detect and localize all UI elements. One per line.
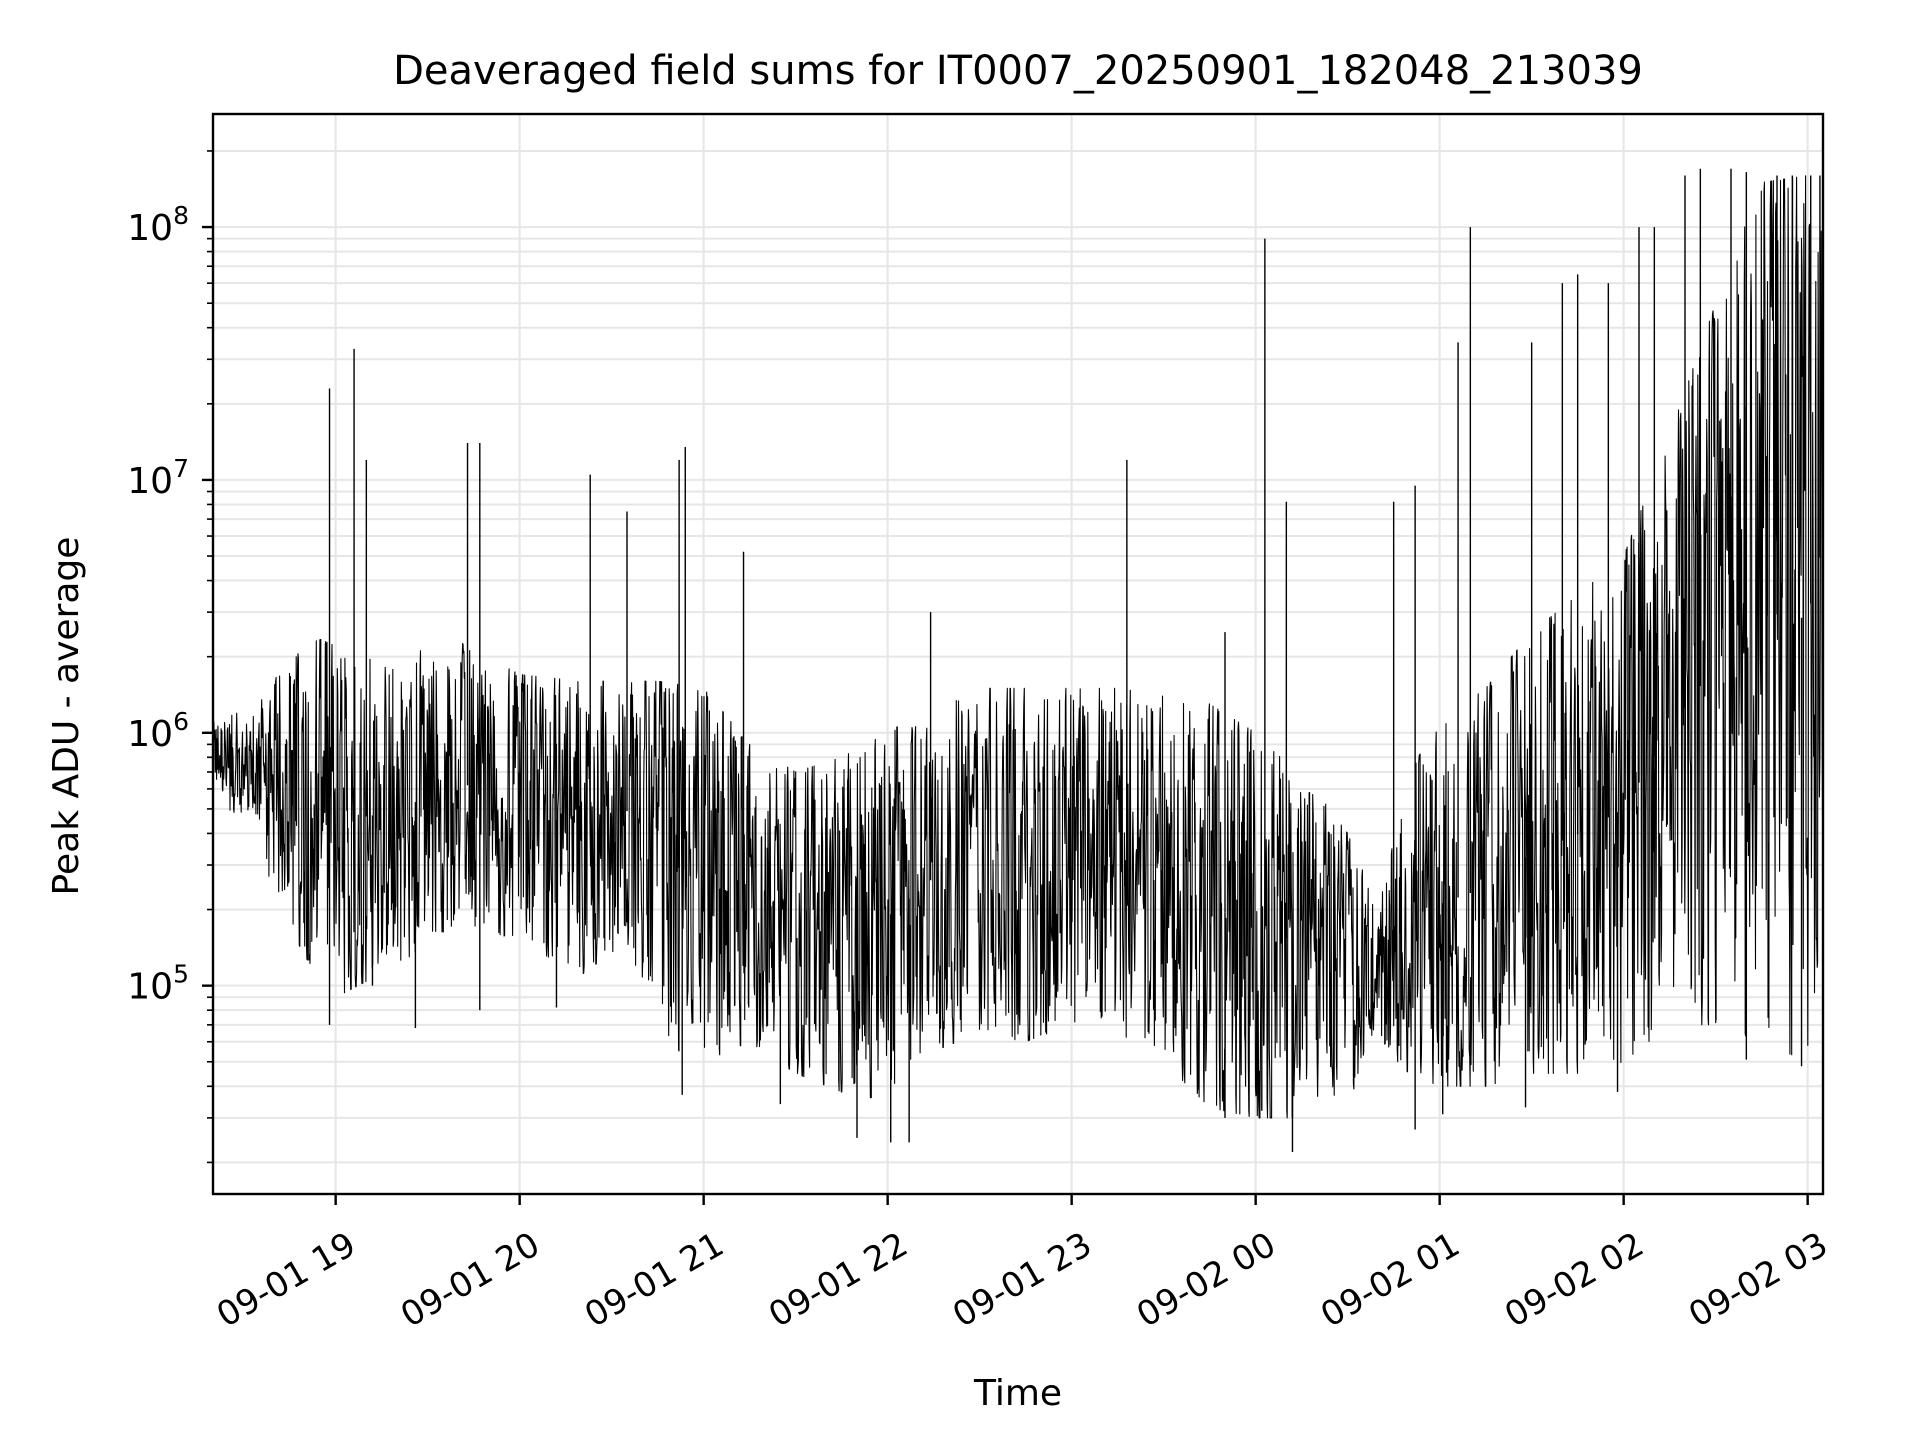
y-tick-label: 107 — [127, 454, 189, 502]
x-axis-label: Time — [973, 1373, 1062, 1414]
y-tick-label: 105 — [127, 960, 189, 1008]
data-series — [213, 168, 1823, 1152]
plot-area-frame — [211, 112, 1825, 1196]
y-tick-label: 108 — [127, 201, 189, 249]
y-tick-label: 106 — [127, 707, 189, 755]
y-axis-label: Peak ADU - average — [46, 537, 87, 896]
series-trace — [213, 175, 1823, 1119]
chart-title: Deaveraged field sums for IT0007_2025090… — [393, 48, 1643, 94]
grid — [213, 114, 1823, 1194]
